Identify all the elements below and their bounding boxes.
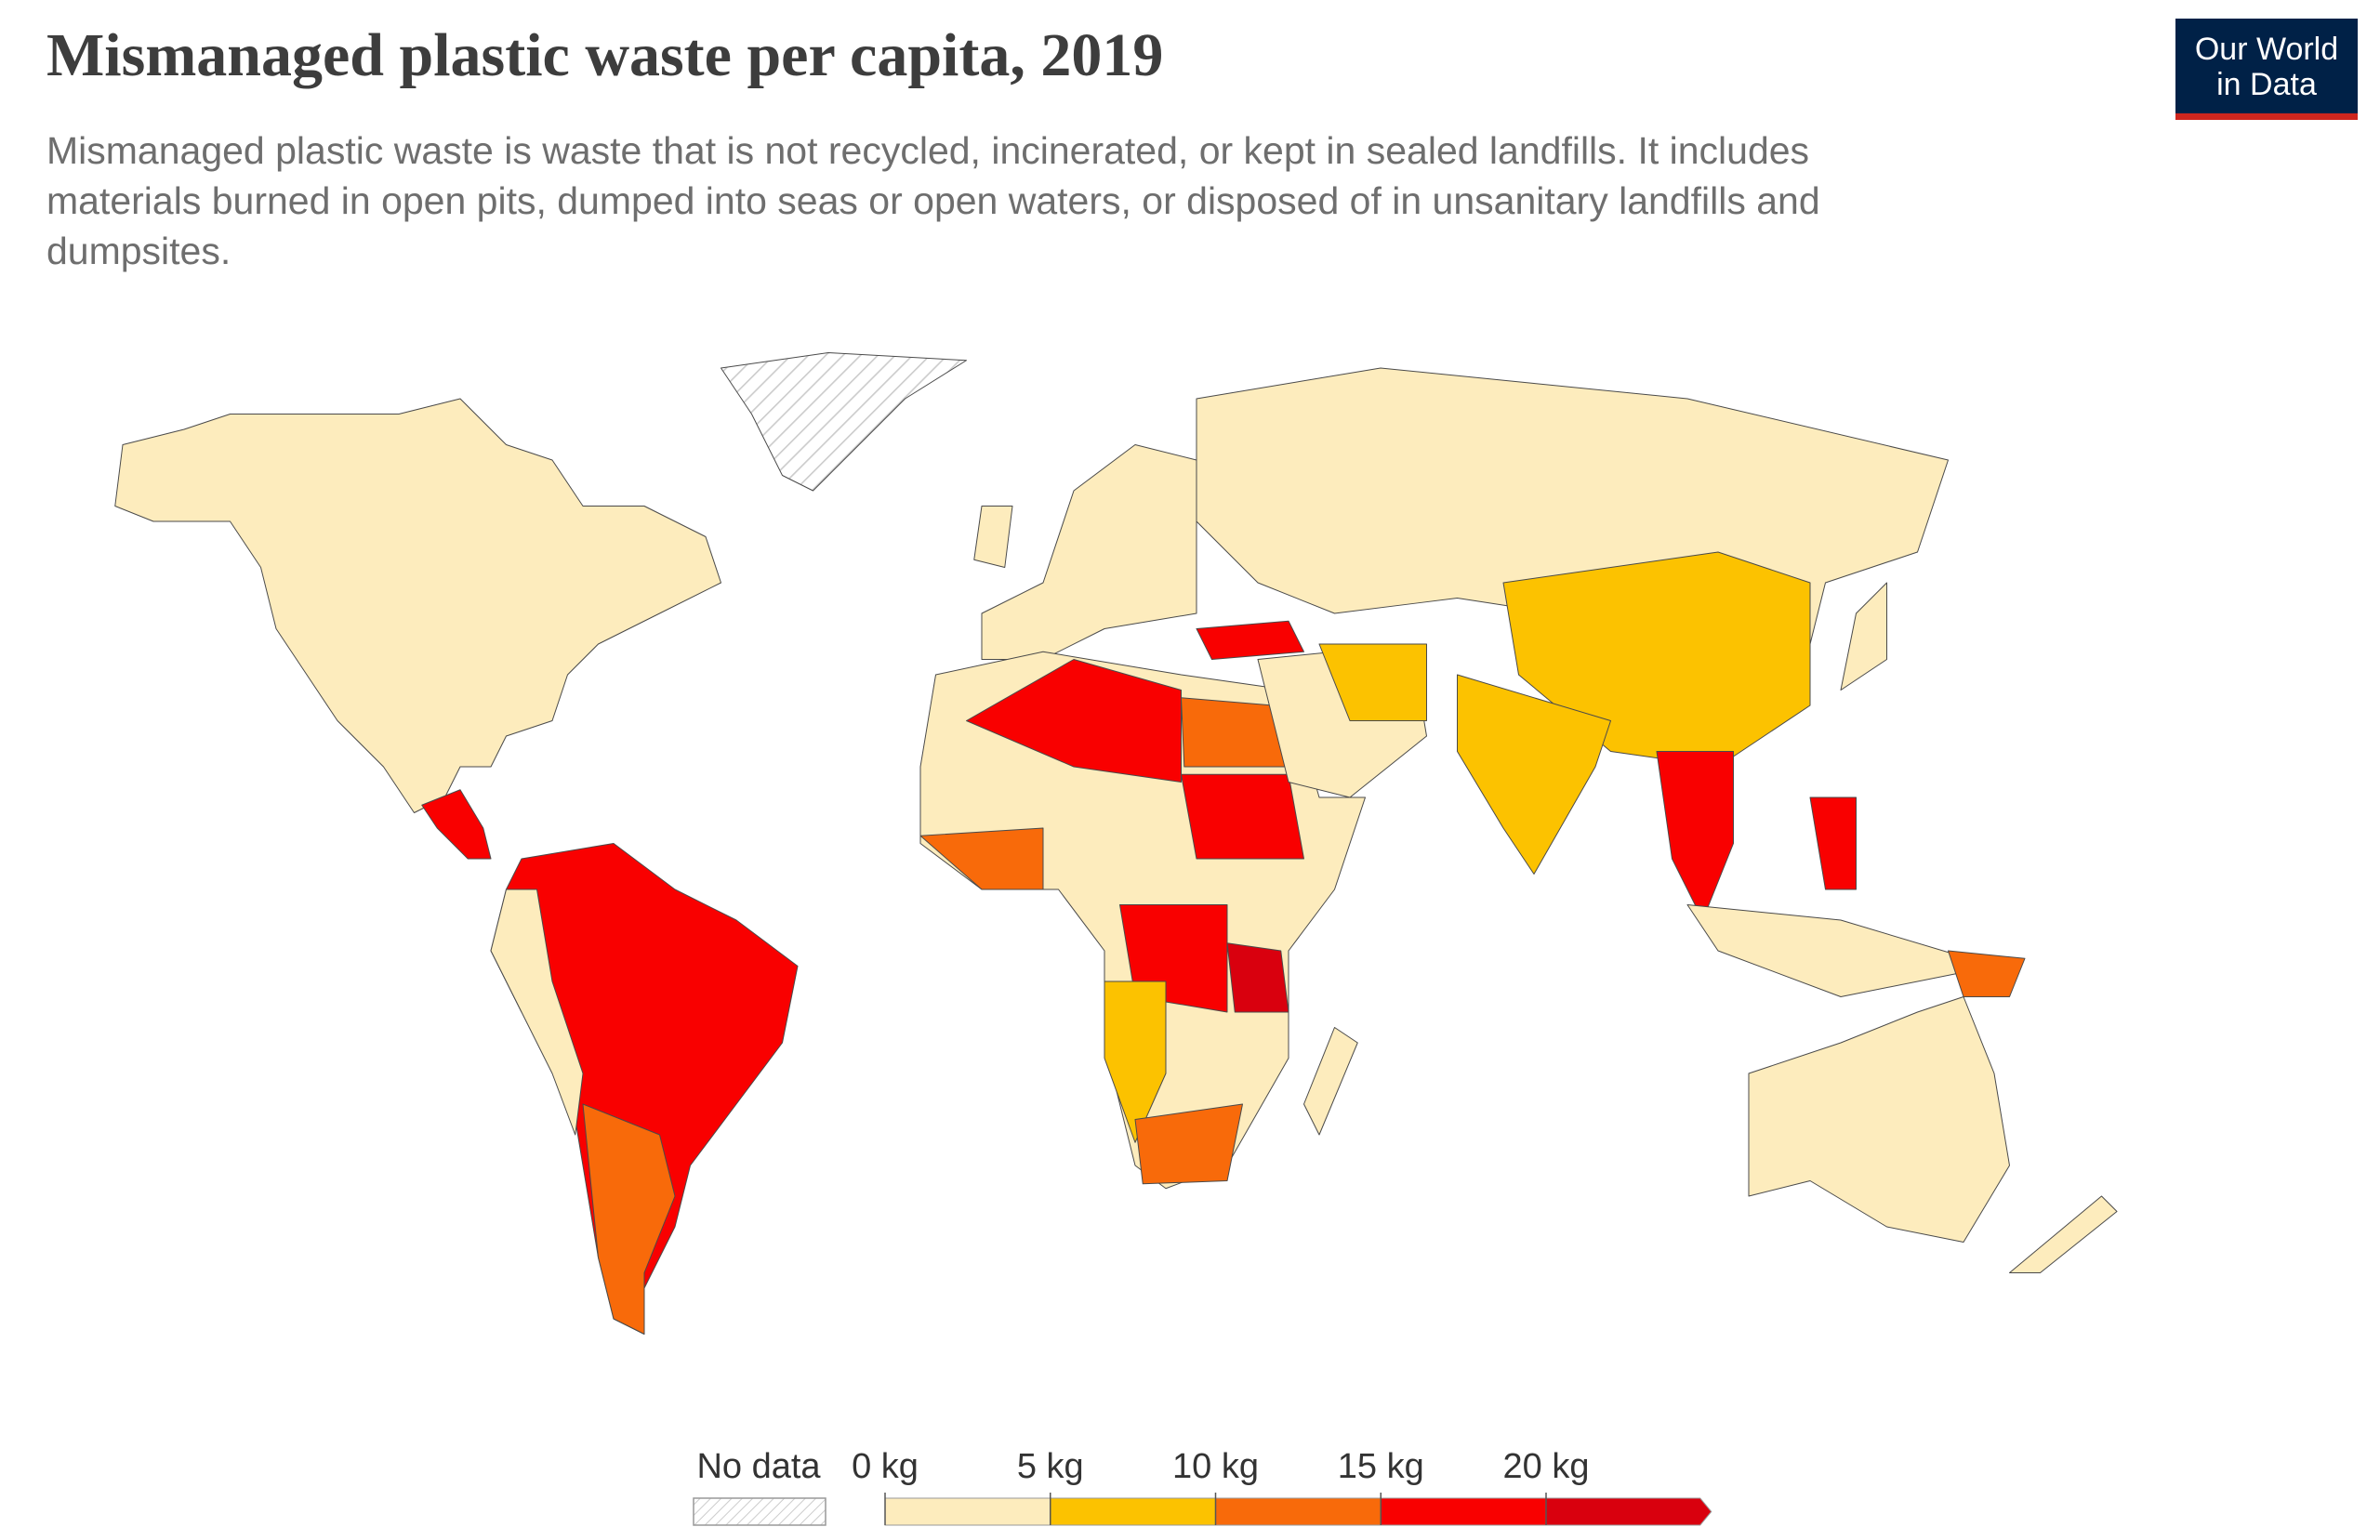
subtitle-line: materials burned in open pits, dumped in… [46, 179, 1820, 222]
uk [973, 506, 1013, 568]
legend-tick-label: 0 kg [852, 1447, 919, 1486]
argentina [582, 1103, 676, 1335]
turkey [1196, 620, 1304, 660]
indonesia [1686, 904, 1995, 997]
papua-new-guinea [1948, 950, 2026, 997]
legend-tick-label: 10 kg [1172, 1447, 1259, 1486]
legend-bin [884, 1497, 1051, 1526]
title: Mismanaged plastic waste per capita, 201… [46, 21, 1164, 89]
subtitle: Mismanaged plastic waste is waste that i… [46, 125, 1820, 276]
world-map [114, 352, 2118, 1335]
new-zealand [2009, 1195, 2118, 1273]
greenland [721, 352, 967, 492]
legend-tick-label: 20 kg [1503, 1447, 1590, 1486]
andes [490, 888, 584, 1136]
logo-text: Our World [2194, 32, 2339, 67]
australia [1748, 996, 2010, 1243]
legend-bin [1050, 1497, 1216, 1526]
subtitle-line: dumpsites. [46, 230, 231, 272]
india [1457, 674, 1611, 875]
legend-no-data-label: No data [696, 1447, 821, 1486]
legend: No data 0 kg 5 kg 10 kg 15 kg 20 kg [693, 1447, 1712, 1526]
legend-no-data-swatch [693, 1497, 826, 1526]
legend-bin [1380, 1497, 1547, 1526]
legend-tick-label: 15 kg [1338, 1447, 1424, 1486]
philippines [1809, 796, 1857, 890]
angola [1104, 981, 1167, 1143]
south-africa [1134, 1103, 1243, 1185]
legend-bin [1215, 1497, 1382, 1526]
west-africa [919, 827, 1044, 890]
europe [981, 444, 1197, 660]
japan [1840, 582, 1887, 691]
sudan [1181, 773, 1304, 860]
north-africa [966, 659, 1182, 783]
southeast-asia [1656, 751, 1734, 921]
subtitle-line: Mismanaged plastic waste is waste that i… [46, 129, 1810, 172]
legend-bin-open [1545, 1497, 1712, 1526]
logo-text: in Data [2216, 67, 2317, 102]
east-africa [1226, 942, 1289, 1013]
north-america [114, 398, 721, 813]
legend-tick-label: 5 kg [1017, 1447, 1084, 1486]
central-america [421, 789, 492, 860]
logo[interactable]: Our World in Data [2175, 19, 2358, 120]
madagascar [1303, 1027, 1358, 1136]
iran [1318, 643, 1427, 721]
